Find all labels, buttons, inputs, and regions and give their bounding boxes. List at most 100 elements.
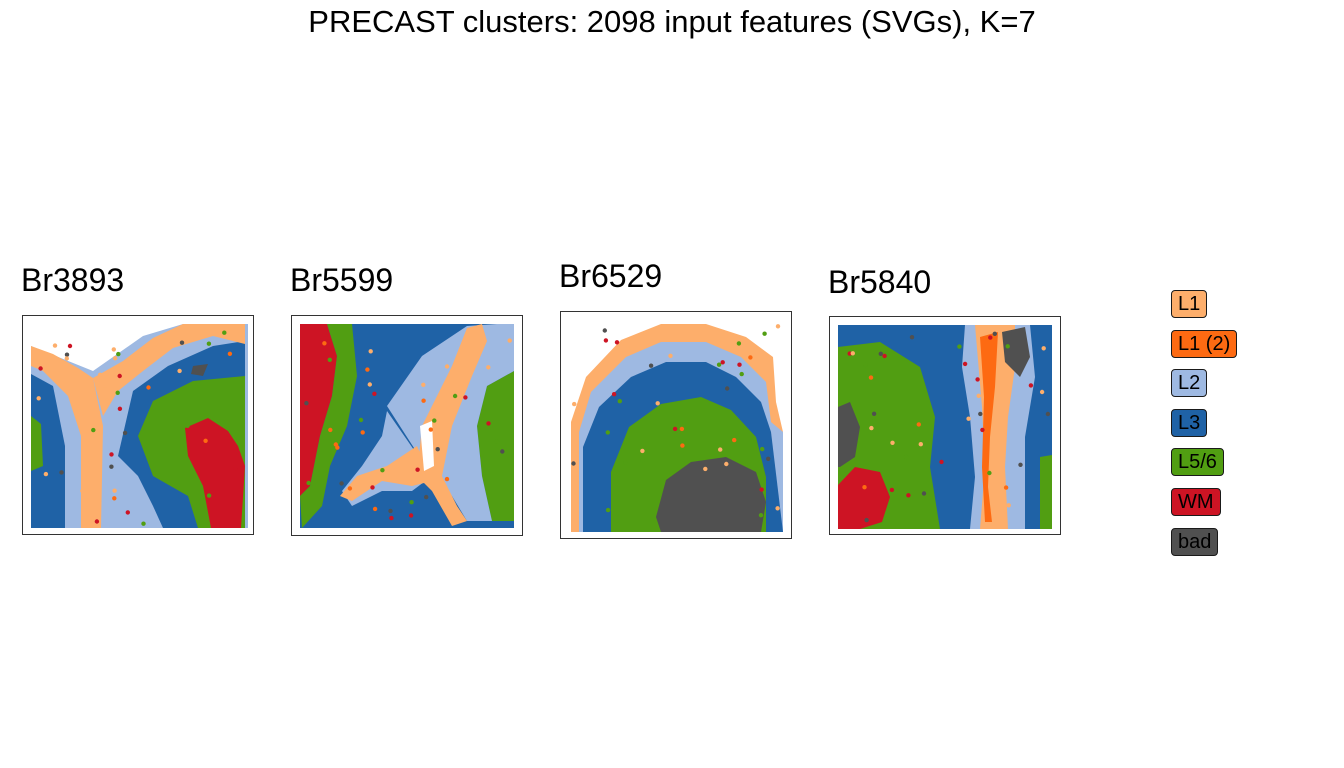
noise-spot — [117, 373, 122, 379]
legend-label: L1 — [1178, 293, 1201, 315]
spot-plot-br6529 — [571, 324, 783, 532]
noise-spot — [358, 417, 364, 423]
noise-spot — [112, 496, 117, 501]
noise-spot — [339, 481, 344, 486]
noise-spot — [112, 488, 117, 493]
noise-spot — [605, 430, 610, 435]
noise-spot — [1018, 462, 1023, 467]
noise-spot — [889, 487, 895, 493]
noise-spot — [452, 393, 458, 399]
noise-spot — [109, 464, 114, 469]
region-l1 — [31, 346, 103, 528]
noise-spot — [104, 398, 110, 404]
region-wm — [838, 467, 890, 529]
noise-spot — [507, 338, 512, 343]
noise-spot — [347, 486, 353, 491]
noise-spot — [116, 351, 121, 357]
noise-spot — [463, 395, 468, 400]
noise-spot — [909, 335, 915, 340]
legend-entry-l1-2: L1 (2) — [1171, 330, 1238, 358]
noise-spot — [668, 353, 673, 358]
legend-label: L3 — [1178, 412, 1201, 434]
legend-label: L2 — [1178, 372, 1201, 394]
noise-spot — [80, 488, 85, 494]
noise-spot — [1006, 503, 1011, 508]
noise-spot — [775, 324, 781, 329]
noise-spot — [444, 476, 450, 482]
noise-spot — [882, 353, 887, 359]
region-notch — [420, 421, 434, 471]
noise-spot — [109, 452, 114, 457]
noise-spot — [67, 343, 73, 349]
region-bad-left — [838, 402, 860, 467]
noise-spot — [444, 364, 450, 369]
noise-spot — [304, 401, 309, 406]
noise-spot — [486, 421, 491, 426]
noise-spot — [976, 393, 981, 398]
noise-spot — [486, 365, 491, 370]
noise-spot — [43, 471, 49, 477]
noise-spot — [97, 372, 103, 377]
noise-spot — [227, 351, 233, 356]
noise-spot — [64, 352, 70, 357]
noise-spot — [494, 439, 500, 444]
noise-spot — [1028, 383, 1034, 388]
legend-entry-bad: bad — [1171, 528, 1219, 556]
noise-spot — [655, 401, 660, 406]
noise-spot — [980, 427, 985, 433]
noise-spot — [370, 485, 375, 490]
legend-entry-l2: L2 — [1171, 369, 1208, 397]
spatial-panel-br5599 — [291, 315, 523, 536]
region-l3 — [31, 374, 65, 528]
spot-plot-br3893 — [31, 324, 248, 528]
noise-spot — [115, 390, 120, 395]
noise-spot — [736, 341, 742, 346]
legend-label: bad — [1178, 531, 1212, 553]
noise-spot — [603, 338, 609, 343]
region-bad — [191, 364, 208, 376]
noise-spot — [732, 437, 737, 443]
noise-spot — [718, 447, 723, 452]
noise-spot — [322, 341, 327, 346]
noise-spot — [367, 382, 372, 387]
noise-spot — [112, 356, 118, 361]
noise-spot — [388, 508, 393, 514]
noise-spot — [408, 513, 414, 518]
noise-spot — [185, 423, 190, 428]
noise-spot — [179, 340, 185, 345]
noise-spot — [360, 430, 365, 435]
noise-spot — [906, 493, 911, 498]
legend-entry-l1: L1 — [1171, 290, 1208, 318]
noise-spot — [222, 330, 227, 335]
noise-spot — [389, 515, 394, 521]
noise-spot — [146, 385, 151, 390]
noise-spot — [611, 392, 617, 397]
spatial-panel-br6529 — [560, 311, 792, 539]
noise-spot — [918, 442, 923, 447]
noise-spot — [114, 372, 119, 377]
region-l1-2 — [980, 332, 998, 522]
region-l1-left — [340, 446, 432, 501]
noise-spot — [572, 401, 577, 407]
noise-spot — [871, 419, 877, 424]
noise-spot — [614, 340, 620, 345]
noise-spot — [878, 351, 883, 356]
noise-spot — [372, 391, 377, 396]
noise-spot — [424, 494, 429, 500]
noise-spot — [739, 371, 744, 377]
noise-spot — [1005, 344, 1010, 349]
noise-spot — [1045, 411, 1051, 417]
noise-spot — [617, 399, 622, 404]
noise-spot — [623, 460, 628, 465]
noise-spot — [605, 507, 611, 513]
noise-spot — [64, 356, 69, 361]
noise-spot — [122, 430, 128, 436]
region-wm — [300, 324, 337, 496]
noise-spot — [648, 363, 654, 368]
noise-spot — [869, 425, 874, 431]
noise-spot — [703, 466, 708, 472]
noise-spot — [716, 362, 722, 367]
noise-spot — [111, 347, 117, 352]
noise-spot — [233, 466, 238, 471]
region-l56 — [31, 416, 43, 471]
